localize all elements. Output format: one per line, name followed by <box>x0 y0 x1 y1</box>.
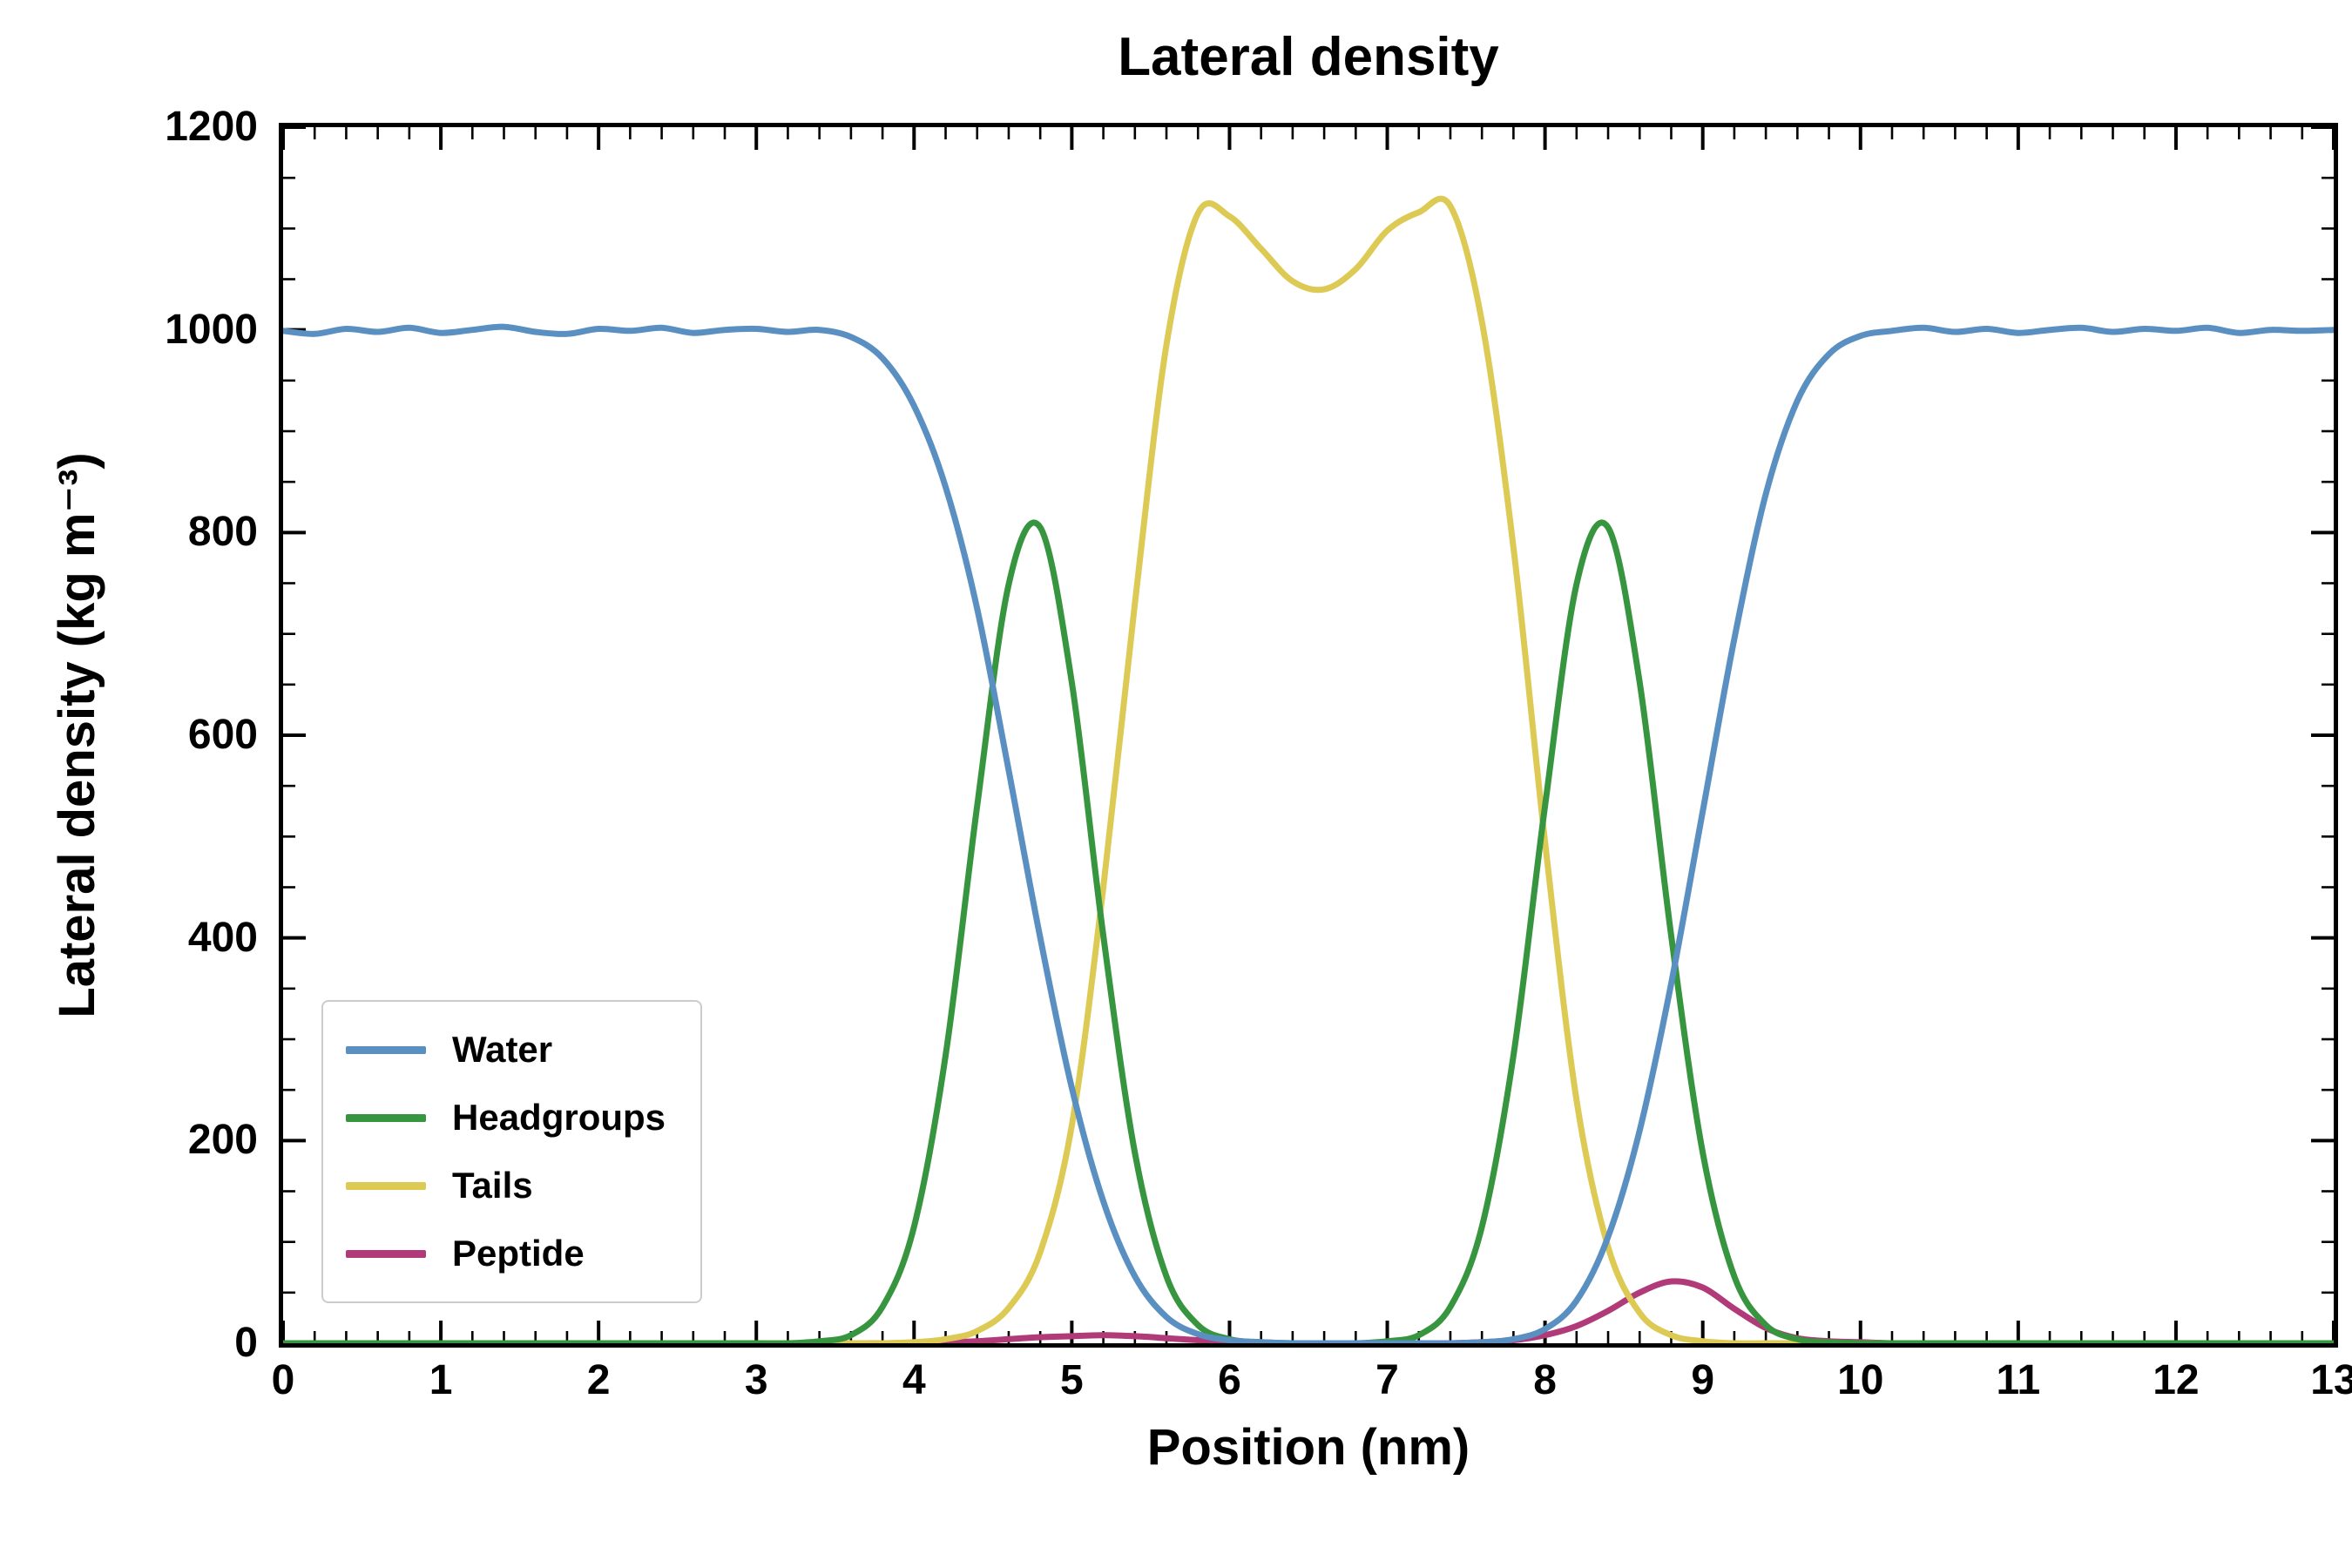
series-line-tails <box>283 195 2334 1343</box>
y-tick-label: 800 <box>187 509 258 556</box>
legend: Water Headgroups Tails Peptide <box>321 1000 703 1303</box>
x-tick-label: 12 <box>2153 1357 2200 1403</box>
legend-label: Tails <box>452 1165 533 1206</box>
legend-swatch-tails <box>346 1181 426 1190</box>
y-tick-label: 1200 <box>165 104 258 150</box>
x-tick-label: 8 <box>1533 1357 1557 1403</box>
x-tick-label: 7 <box>1375 1357 1399 1403</box>
x-tick-label: 4 <box>902 1357 926 1403</box>
y-tick-label: 600 <box>187 712 258 758</box>
x-tick-label: 2 <box>586 1357 611 1403</box>
legend-label: Headgroups <box>452 1097 666 1138</box>
x-axis-label: Position (nm) <box>1146 1419 1470 1476</box>
legend-item-tails: Tails <box>346 1152 666 1220</box>
x-tick-label: 11 <box>1996 1357 2041 1403</box>
x-tick-label: 0 <box>271 1357 295 1403</box>
x-tick-label: 3 <box>744 1357 768 1403</box>
y-tick-label: 400 <box>187 914 258 961</box>
y-tick-label: 200 <box>187 1117 258 1164</box>
series-line-water <box>283 323 2334 1343</box>
x-tick-label: 5 <box>1060 1357 1084 1403</box>
legend-item-peptide: Peptide <box>346 1220 666 1288</box>
x-tick-label: 10 <box>1837 1357 1884 1403</box>
legend-swatch-water <box>346 1045 426 1054</box>
legend-swatch-headgroups <box>346 1113 426 1122</box>
x-tick-label: 13 <box>2310 1357 2352 1403</box>
legend-label: Peptide <box>452 1233 585 1274</box>
x-tick-label: 9 <box>1691 1357 1715 1403</box>
y-tick-label: 1000 <box>165 306 258 353</box>
plot-area: Water Headgroups Tails Peptide <box>279 123 2338 1348</box>
legend-item-headgroups: Headgroups <box>346 1084 666 1152</box>
x-tick-label: 6 <box>1218 1357 1241 1403</box>
legend-item-water: Water <box>346 1016 666 1084</box>
x-tick-label: 1 <box>429 1357 453 1403</box>
legend-label: Water <box>452 1029 553 1070</box>
chart-lines <box>283 127 2334 1343</box>
y-tick-label: 0 <box>234 1320 258 1366</box>
legend-swatch-peptide <box>346 1249 426 1258</box>
chart-title: Lateral density <box>1118 27 1499 87</box>
